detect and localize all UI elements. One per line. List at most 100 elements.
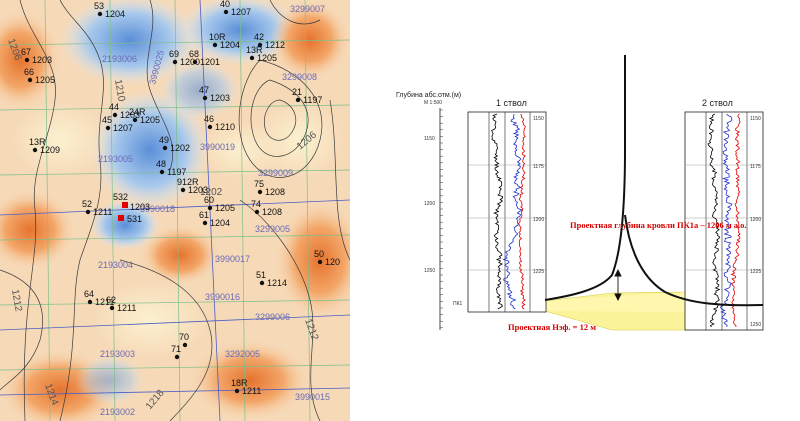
well-dot[interactable] <box>32 147 38 153</box>
track-tick: 1150 <box>750 116 761 122</box>
map-lines <box>0 0 350 421</box>
code-label: 3292005 <box>225 349 260 359</box>
well-dot[interactable] <box>112 112 118 118</box>
track-tick: 1225 <box>533 269 544 275</box>
well-dot[interactable] <box>132 117 138 123</box>
well-value: 1202 <box>170 143 190 153</box>
well-value: 1205 <box>257 53 277 63</box>
well-dot[interactable] <box>223 9 229 15</box>
code-label: 3299007 <box>290 4 325 14</box>
well-section: Глубина абс.отм.(м) М 1:500 1150 1200 12… <box>396 55 764 332</box>
well-dot[interactable] <box>192 59 198 65</box>
well-dot[interactable] <box>180 187 186 193</box>
well-label: 531 <box>127 214 142 224</box>
well-dot[interactable] <box>97 11 103 17</box>
well-label: 532 <box>113 192 128 202</box>
well-dot[interactable] <box>172 59 178 65</box>
annotation-bottom: Проектная Нэф. = 12 м <box>508 322 596 332</box>
well-dot[interactable] <box>105 125 111 131</box>
well-value: 120 <box>325 257 340 267</box>
well-dot[interactable] <box>202 220 208 226</box>
well-marker[interactable]: 70 <box>179 332 189 348</box>
layer-label: ПК1 <box>453 301 463 307</box>
well-value: 1208 <box>262 207 282 217</box>
well-dot[interactable] <box>254 209 260 215</box>
well-dot[interactable] <box>257 189 263 195</box>
well-label: 18R <box>231 378 248 388</box>
well-dot[interactable] <box>109 305 115 311</box>
well-label: 66 <box>24 67 34 77</box>
well-value: 1205 <box>215 203 235 213</box>
well-value: 1207 <box>231 7 251 17</box>
log-curve-red <box>730 113 741 328</box>
wellbore-1-title: 1 ствол <box>496 98 527 108</box>
well-dot[interactable] <box>259 280 265 286</box>
contour-label: 1210 <box>112 79 127 103</box>
well-dot[interactable] <box>202 95 208 101</box>
well-label: 74 <box>251 199 261 209</box>
well-dot[interactable] <box>159 169 165 175</box>
well-dot[interactable] <box>87 299 93 305</box>
well-dot[interactable] <box>257 42 263 48</box>
well-label: 51 <box>256 270 266 280</box>
well-dot[interactable] <box>207 124 213 130</box>
well-dot[interactable] <box>27 77 33 83</box>
well-red-marker[interactable] <box>122 202 128 208</box>
well-dot[interactable] <box>24 57 30 63</box>
well-label: 62 <box>106 295 116 305</box>
well-dot[interactable] <box>182 342 188 348</box>
well-value: 1211 <box>95 297 114 307</box>
track-tick: 1225 <box>750 269 761 275</box>
wellbore-2-title: 2 ствол <box>702 98 733 108</box>
code-label: 2193006 <box>102 54 137 64</box>
well-red-marker[interactable] <box>118 215 124 221</box>
well-dot[interactable] <box>234 388 240 394</box>
code-label: 3990018 <box>140 204 175 214</box>
well-dot[interactable] <box>212 42 218 48</box>
well-dot[interactable] <box>249 55 255 61</box>
well-dot[interactable] <box>174 354 180 360</box>
special-wells: 532 1203 531 <box>113 192 150 224</box>
well-marker[interactable]: 71 <box>171 344 181 360</box>
well-dot[interactable] <box>295 97 301 103</box>
well-dot[interactable] <box>207 205 213 211</box>
well-dot[interactable] <box>85 209 91 215</box>
depth-tick-label: 1200 <box>424 201 435 207</box>
well-dot[interactable] <box>162 145 168 151</box>
well-value: 1208 <box>265 187 285 197</box>
well-value: 1203 <box>210 93 230 103</box>
well-label: 67 <box>21 47 31 57</box>
well-dot[interactable] <box>317 259 323 265</box>
well-label: 64 <box>84 289 94 299</box>
